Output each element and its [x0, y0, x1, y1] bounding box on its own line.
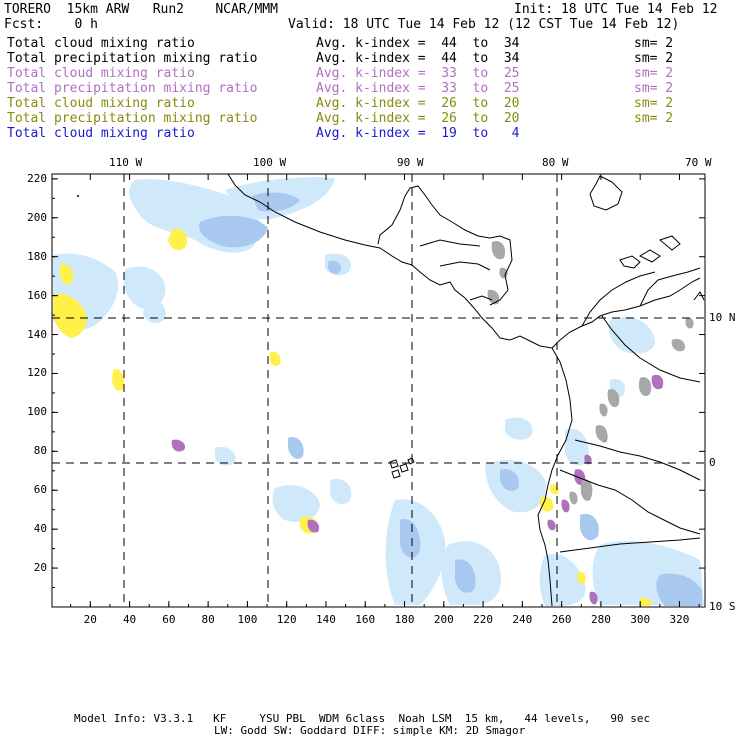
y-tick-label: 180: [27, 249, 47, 263]
lon-label: 70 W: [685, 156, 712, 169]
lon-label: 110 W: [109, 156, 143, 169]
legend-k-index: Avg. k-index = 33 to 25: [316, 66, 520, 81]
y-tick-label: 120: [27, 366, 47, 380]
legend-field-label: Total cloud mixing ratio: [7, 96, 195, 111]
y-tick-label: 60: [33, 483, 47, 497]
init-time: Init: 18 UTC Tue 14 Feb 12: [514, 2, 718, 17]
legend-smoothing: sm= 2: [634, 111, 674, 126]
y-tick-label: 140: [27, 327, 47, 341]
gray-shading: [487, 240, 694, 505]
x-tick-label: 260: [551, 613, 572, 626]
y-tick-label: 40: [33, 522, 47, 536]
legend-smoothing: sm= 2: [634, 36, 674, 51]
legend-field-label: Total cloud mixing ratio: [7, 36, 195, 51]
legend-field-label: Total precipitation mixing ratio: [7, 81, 258, 96]
valid-time: Valid: 18 UTC Tue 14 Feb 12 (12 CST Tue …: [288, 17, 680, 32]
lat-label: 10 N: [709, 311, 736, 324]
y-tick-label: 20: [33, 561, 47, 575]
coastlines: [227, 174, 705, 607]
legend-k-index: Avg. k-index = 26 to 20: [316, 111, 520, 126]
lon-label: 80 W: [542, 156, 569, 169]
x-tick-label: 60: [162, 613, 176, 626]
legend-smoothing: sm= 2: [634, 96, 674, 111]
forecast-hour: Fcst: 0 h: [4, 17, 98, 32]
field-shading: [53, 174, 705, 607]
y-tick-label: 80: [33, 444, 47, 458]
legend-smoothing: sm= 2: [634, 66, 674, 81]
y-tick-label: 220: [27, 171, 47, 185]
legend-k-index: Avg. k-index = 19 to 4: [316, 126, 520, 141]
cloud-mid-shading: [199, 192, 702, 606]
y-tick-label: 200: [27, 210, 47, 224]
galapagos-islands: [389, 457, 415, 479]
legend-k-index: Avg. k-index = 33 to 25: [316, 81, 520, 96]
x-tick-label: 200: [433, 613, 454, 626]
legend-k-index: Avg. k-index = 44 to 34: [316, 51, 520, 66]
x-tick-label: 220: [473, 613, 494, 626]
lon-label: 100 W: [253, 156, 287, 169]
x-tick-label: 240: [512, 613, 533, 626]
legend-smoothing: sm= 2: [634, 81, 674, 96]
model-info-line2: LW: Godd SW: Goddard DIFF: simple KM: 2D…: [214, 724, 526, 737]
legend-k-index: Avg. k-index = 26 to 20: [316, 96, 520, 111]
lat-label: 10 S: [709, 600, 736, 613]
legend-field-label: Total cloud mixing ratio: [7, 126, 195, 141]
x-tick-label: 140: [316, 613, 336, 626]
y-tick-label: 160: [27, 288, 47, 302]
model-info-line1: Model Info: V3.3.1 KF YSU PBL WDM 6class…: [74, 712, 651, 725]
x-tick-label: 120: [276, 613, 297, 626]
x-tick-label: 80: [201, 613, 215, 626]
x-tick-label: 280: [590, 613, 611, 626]
island-dot: [77, 195, 79, 197]
x-tick-label: 40: [122, 613, 137, 626]
axis-ticks: [52, 174, 705, 608]
legend-smoothing: sm= 2: [634, 51, 674, 66]
map-frame: [51, 173, 706, 608]
title-left: TORERO 15km ARW Run2 NCAR/MMM: [4, 2, 278, 17]
y-tick-label: 100: [27, 405, 47, 419]
legend-field-label: Total precipitation mixing ratio: [7, 111, 258, 126]
lat-label: 0: [709, 456, 716, 469]
x-tick-label: 20: [83, 613, 97, 626]
legend-field-label: Total cloud mixing ratio: [7, 66, 195, 81]
lat-lon-grid: [52, 174, 705, 607]
x-tick-label: 300: [630, 613, 651, 626]
x-tick-label: 180: [394, 613, 415, 626]
legend-k-index: Avg. k-index = 44 to 34: [316, 36, 520, 51]
legend-field-label: Total precipitation mixing ratio: [7, 51, 258, 66]
x-tick-label: 100: [237, 613, 258, 626]
lon-label: 90 W: [397, 156, 424, 169]
x-tick-label: 320: [669, 613, 690, 626]
x-tick-label: 160: [355, 613, 376, 626]
